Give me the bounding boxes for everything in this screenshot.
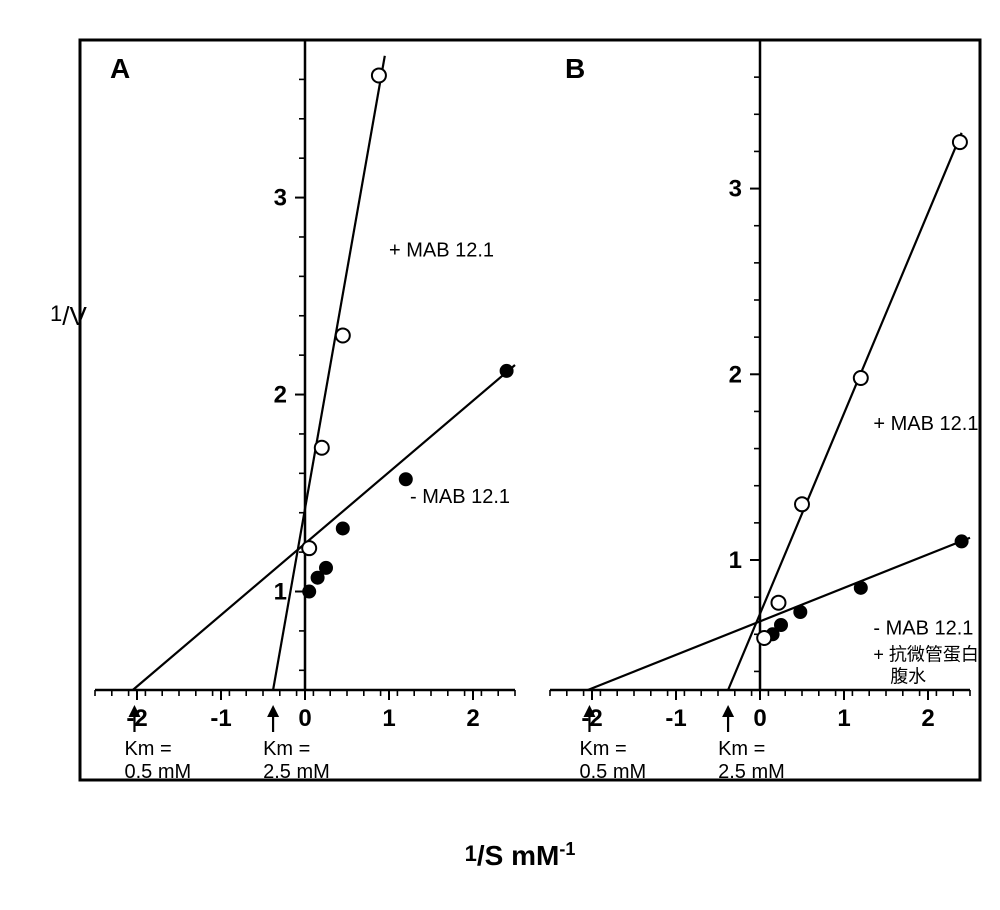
y-tick-label: 2: [274, 382, 287, 409]
km-label-line2: 2.5 mM: [718, 761, 785, 783]
x-tick-label: -1: [665, 705, 686, 732]
y-tick-label: 1: [729, 547, 742, 574]
y-tick-label: 2: [729, 361, 742, 388]
data-point-minus-mab: [312, 572, 324, 584]
data-point-plus-mab: [336, 328, 350, 342]
x-axis-label: 1/S mM-1: [465, 839, 576, 871]
km-label-line1: Km =: [263, 738, 310, 760]
series-line-minus-mab: [133, 365, 515, 690]
km-arrow-head: [267, 705, 279, 717]
data-point-plus-mab: [854, 371, 868, 385]
series-label-minus-mab: - MAB 12.1: [410, 486, 510, 508]
x-tick-label: -1: [210, 705, 231, 732]
panel-label: A: [110, 53, 130, 84]
km-label-line2: 0.5 mM: [579, 761, 646, 783]
km-label-line1: Km =: [718, 738, 765, 760]
x-tick-label: 1: [382, 705, 395, 732]
data-point-minus-mab: [320, 562, 332, 574]
lineweaver-burk-chart: A-2-1012123- MAB 12.1+ MAB 12.1Km =0.5 m…: [20, 20, 1000, 890]
series-label-minus-mab: - MAB 12.1: [873, 617, 973, 639]
data-point-minus-mab: [956, 535, 968, 547]
km-label-line1: Km =: [124, 738, 171, 760]
x-tick-label: 2: [921, 705, 934, 732]
data-point-plus-mab: [302, 541, 316, 555]
data-point-plus-mab: [953, 135, 967, 149]
series-label-plus-mab: + MAB 12.1: [873, 413, 978, 435]
data-point-plus-mab: [771, 596, 785, 610]
x-tick-label: 2: [466, 705, 479, 732]
data-point-minus-mab: [501, 365, 513, 377]
x-tick-label: 0: [753, 705, 766, 732]
data-point-plus-mab: [372, 68, 386, 82]
data-point-plus-mab: [757, 631, 771, 645]
data-point-minus-mab: [855, 582, 867, 594]
panel-B: B -2 -1 0 1 2 1 2 3 - MAB 12.1 + 抗微管蛋白腹水 + MAB 12.1…: [550, 40, 979, 783]
figure-container: A-2-1012123- MAB 12.1+ MAB 12.1Km =0.5 m…: [20, 20, 1000, 890]
y-tick-label: 1: [274, 579, 287, 606]
series-label-plus-mab: + MAB 12.1: [389, 240, 494, 262]
data-point-minus-mab: [794, 606, 806, 618]
series-line-plus-mab: [273, 56, 385, 690]
data-point-minus-mab: [337, 522, 349, 534]
x-tick-label: 1: [837, 705, 850, 732]
y-axis-label: 1/V: [50, 301, 87, 331]
km-label-line2: 0.5 mM: [124, 761, 191, 783]
data-point-plus-mab: [315, 441, 329, 455]
km-label-line1: Km =: [579, 738, 626, 760]
data-point-plus-mab: [795, 497, 809, 511]
series-extra-label: + 抗微管蛋白: [873, 644, 979, 664]
x-tick-label: -2: [581, 705, 602, 732]
x-tick-label: 0: [298, 705, 311, 732]
series-extra-label2: 腹水: [890, 667, 926, 687]
km-arrow-head: [722, 705, 734, 717]
panel-label: B: [565, 53, 585, 84]
y-tick-label: 3: [274, 185, 287, 212]
data-point-minus-mab: [400, 473, 412, 485]
y-tick-label: 3: [729, 176, 742, 203]
data-point-minus-mab: [775, 619, 787, 631]
km-label-line2: 2.5 mM: [263, 761, 330, 783]
x-tick-label: -2: [126, 705, 147, 732]
series-line-plus-mab: [728, 133, 962, 690]
panel-A: A-2-1012123- MAB 12.1+ MAB 12.1Km =0.5 m…: [95, 40, 515, 783]
data-point-minus-mab: [303, 586, 315, 598]
